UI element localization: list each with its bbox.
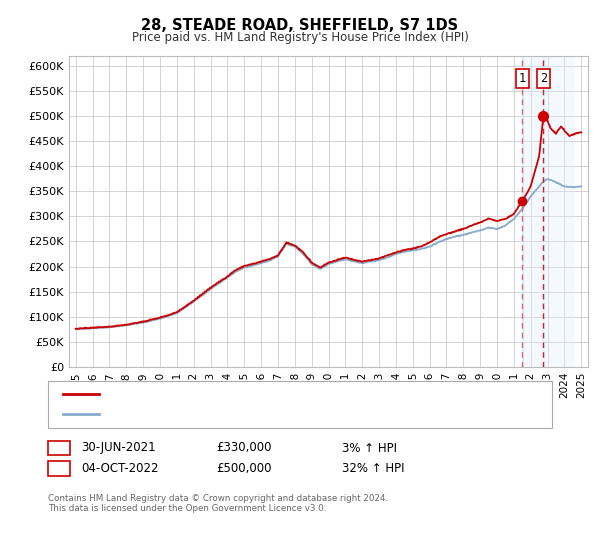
Text: 30-JUN-2021: 30-JUN-2021 [81,441,155,455]
Text: 28, STEADE ROAD, SHEFFIELD, S7 1DS (detached house): 28, STEADE ROAD, SHEFFIELD, S7 1DS (deta… [105,389,416,399]
Text: 32% ↑ HPI: 32% ↑ HPI [342,462,404,475]
Text: HPI: Average price, detached house, Sheffield: HPI: Average price, detached house, Shef… [105,409,356,419]
Text: 2: 2 [55,462,62,475]
Text: Contains HM Land Registry data © Crown copyright and database right 2024.
This d: Contains HM Land Registry data © Crown c… [48,494,388,514]
Text: 1: 1 [55,441,62,455]
Text: 1: 1 [519,72,526,85]
Text: £500,000: £500,000 [216,462,271,475]
Text: Price paid vs. HM Land Registry's House Price Index (HPI): Price paid vs. HM Land Registry's House … [131,31,469,44]
Text: 3% ↑ HPI: 3% ↑ HPI [342,441,397,455]
Text: 04-OCT-2022: 04-OCT-2022 [81,462,158,475]
Bar [522,56,573,367]
Text: 2: 2 [540,72,547,85]
Text: £330,000: £330,000 [216,441,271,455]
Text: 28, STEADE ROAD, SHEFFIELD, S7 1DS: 28, STEADE ROAD, SHEFFIELD, S7 1DS [142,18,458,33]
